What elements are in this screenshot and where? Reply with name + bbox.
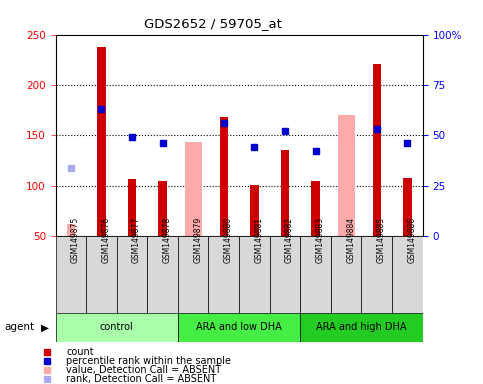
Text: control: control bbox=[100, 322, 134, 333]
Bar bbox=[239, 236, 270, 313]
Bar bbox=[392, 236, 423, 313]
Text: GSM149885: GSM149885 bbox=[377, 217, 386, 263]
Text: GSM149882: GSM149882 bbox=[285, 217, 294, 263]
Text: count: count bbox=[66, 347, 94, 357]
Text: GSM149886: GSM149886 bbox=[407, 217, 416, 263]
Text: ARA and low DHA: ARA and low DHA bbox=[196, 322, 282, 333]
Text: GSM149877: GSM149877 bbox=[132, 217, 141, 263]
Bar bbox=[403, 178, 412, 236]
Bar bbox=[281, 151, 289, 236]
Bar bbox=[270, 236, 300, 313]
Bar bbox=[117, 236, 147, 313]
Bar bbox=[338, 115, 355, 236]
Bar bbox=[220, 117, 228, 236]
Bar bbox=[128, 179, 136, 236]
Bar bbox=[250, 185, 258, 236]
Text: ARA and high DHA: ARA and high DHA bbox=[316, 322, 407, 333]
Text: GSM149884: GSM149884 bbox=[346, 217, 355, 263]
Text: ▶: ▶ bbox=[41, 322, 49, 333]
Bar bbox=[209, 236, 239, 313]
Bar bbox=[178, 236, 209, 313]
Bar bbox=[56, 236, 86, 313]
Text: GSM149878: GSM149878 bbox=[163, 217, 171, 263]
Text: GSM149883: GSM149883 bbox=[315, 217, 325, 263]
Bar bbox=[97, 47, 106, 236]
Text: percentile rank within the sample: percentile rank within the sample bbox=[66, 356, 231, 366]
Text: agent: agent bbox=[5, 322, 35, 333]
Text: GSM149875: GSM149875 bbox=[71, 217, 80, 263]
Text: GSM149880: GSM149880 bbox=[224, 217, 233, 263]
Text: GSM149876: GSM149876 bbox=[101, 217, 111, 263]
Bar bbox=[178, 313, 300, 342]
Text: GSM149879: GSM149879 bbox=[193, 217, 202, 263]
Bar bbox=[185, 142, 201, 236]
Text: GSM149881: GSM149881 bbox=[255, 217, 263, 263]
Text: rank, Detection Call = ABSENT: rank, Detection Call = ABSENT bbox=[66, 374, 216, 384]
Bar bbox=[300, 236, 331, 313]
Bar bbox=[56, 313, 178, 342]
Bar bbox=[147, 236, 178, 313]
Bar bbox=[312, 181, 320, 236]
Bar bbox=[331, 236, 361, 313]
Bar bbox=[300, 313, 423, 342]
Bar bbox=[67, 224, 75, 236]
Text: value, Detection Call = ABSENT: value, Detection Call = ABSENT bbox=[66, 365, 221, 375]
Bar bbox=[158, 181, 167, 236]
Bar bbox=[361, 236, 392, 313]
Bar bbox=[372, 64, 381, 236]
Text: GDS2652 / 59705_at: GDS2652 / 59705_at bbox=[143, 17, 282, 30]
Bar bbox=[86, 236, 117, 313]
